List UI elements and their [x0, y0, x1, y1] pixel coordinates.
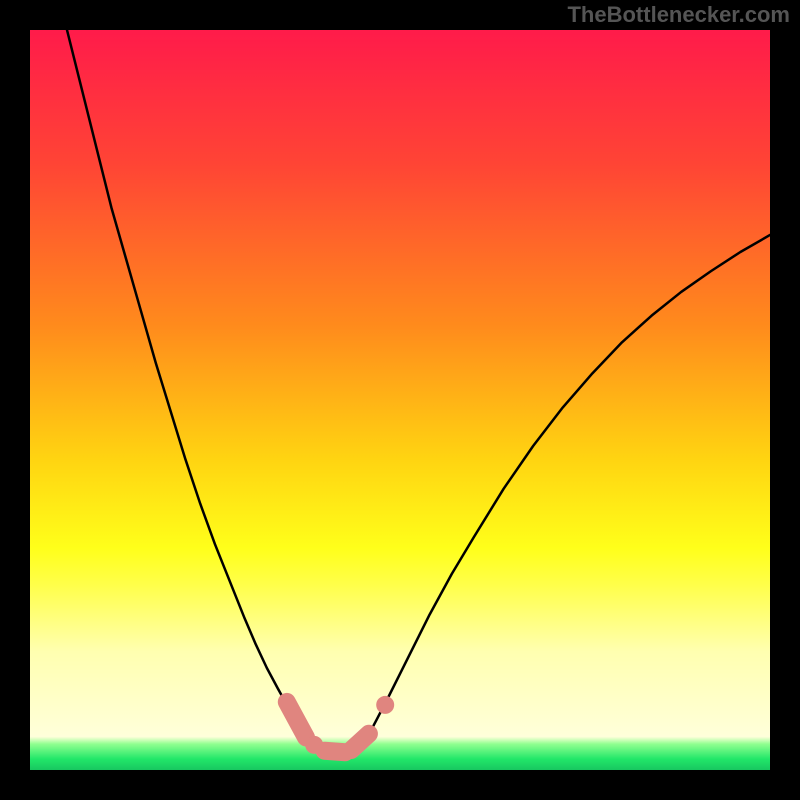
- watermark-text: TheBottlenecker.com: [567, 2, 790, 28]
- marker-dot: [305, 736, 323, 754]
- plot-area: [30, 30, 770, 770]
- gradient-background: [30, 30, 770, 770]
- marker-pill: [325, 751, 346, 752]
- marker-dot: [376, 696, 394, 714]
- marker-pill: [351, 734, 369, 750]
- plot-svg: [30, 30, 770, 770]
